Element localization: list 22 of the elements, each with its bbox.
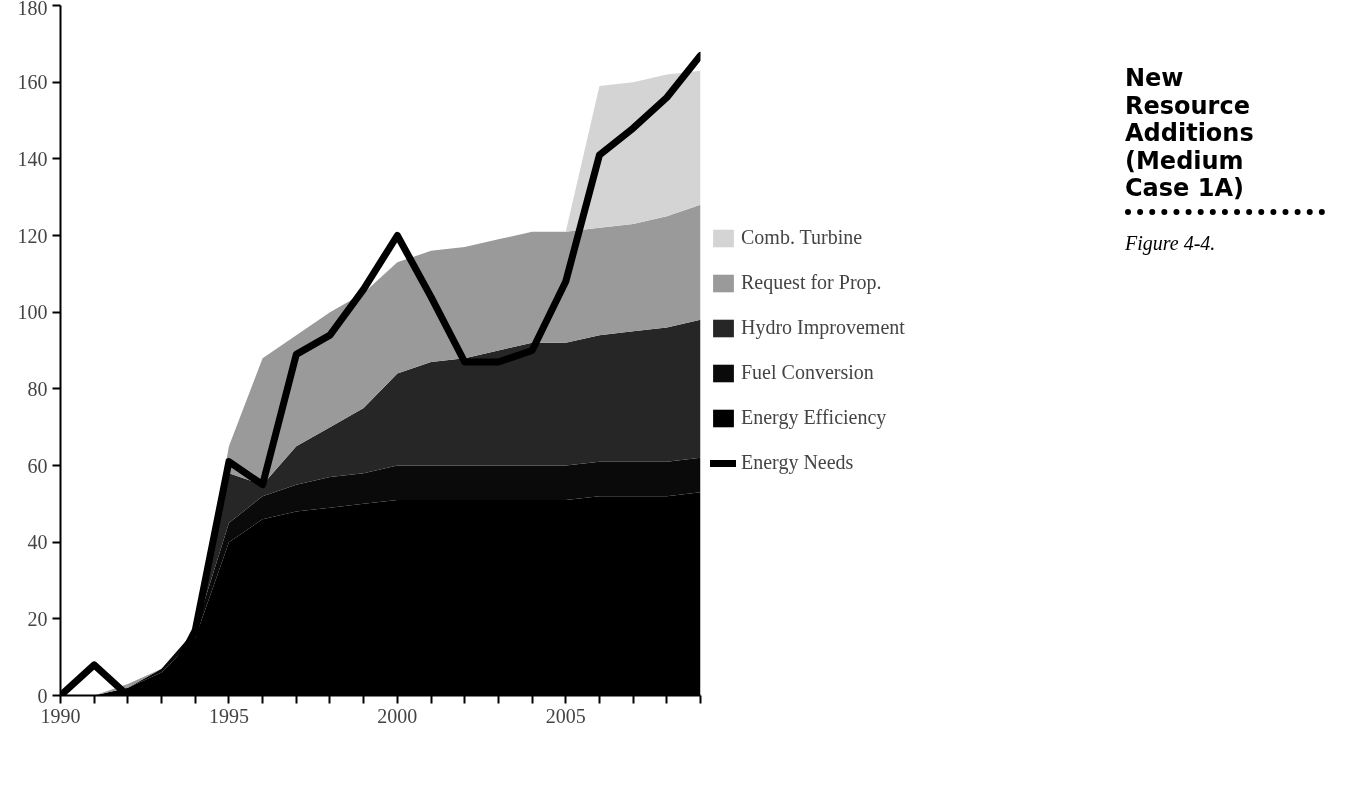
y-tick-label: 0 — [37, 684, 48, 707]
y-tick-label: 120 — [17, 224, 48, 247]
x-tick-label: 1995 — [208, 704, 249, 727]
y-tick-label: 20 — [27, 607, 48, 630]
y-tick-label: 140 — [17, 147, 48, 170]
y-tick-label: 80 — [27, 377, 48, 400]
legend-label: Request for Prop. — [741, 271, 882, 294]
x-tick-label: 2005 — [545, 704, 586, 727]
x-tick-label: 1990 — [40, 704, 81, 727]
legend-label: Fuel Conversion — [741, 361, 874, 384]
y-tick-label: 40 — [27, 531, 48, 554]
caption: Figure 4-4. — [1125, 230, 1217, 257]
y-tick-label: 60 — [27, 454, 48, 477]
x-tick-label: 2000 — [377, 704, 418, 727]
text: New Resource Additions (Medium Case 1A) — [1125, 63, 1255, 203]
legend-label: Comb. Turbine — [741, 226, 863, 249]
y-tick-label: 100 — [17, 301, 48, 324]
legend-label: Energy Needs — [741, 451, 854, 474]
y-tick-label: 180 — [17, 0, 48, 19]
legend-label: Hydro Improvement — [741, 316, 905, 339]
y-tick-label: 160 — [17, 71, 48, 94]
legend-label: Energy Efficiency — [741, 406, 887, 429]
